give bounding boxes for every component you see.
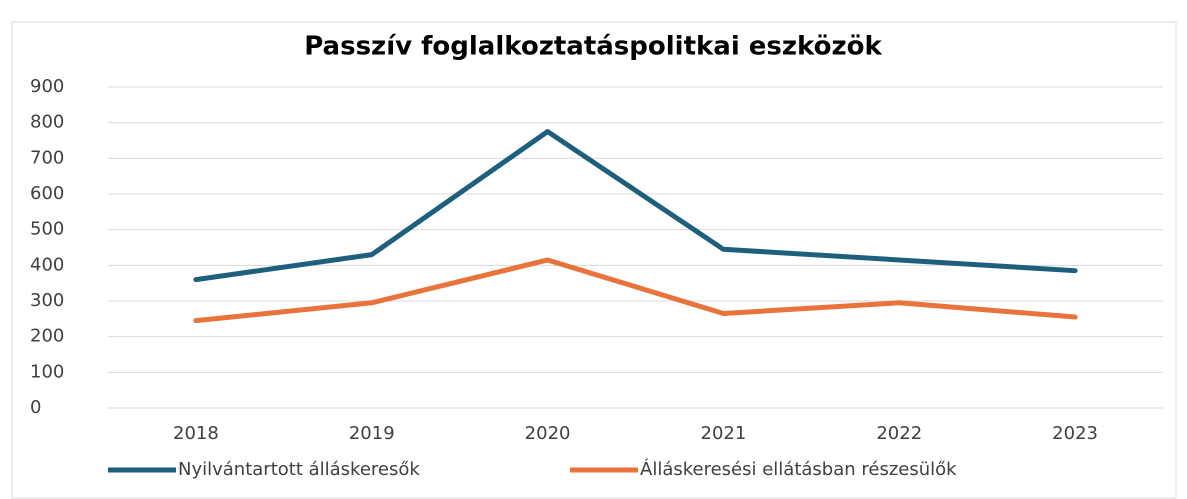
x-tick-label: 2019: [349, 423, 395, 444]
chart-title: Passzív foglalkoztatáspolitkai eszközök: [304, 32, 882, 62]
x-tick-label: 2023: [1052, 423, 1098, 444]
y-tick-label: 900: [30, 76, 64, 97]
line-series: [193, 129, 1078, 283]
legend-label: Álláskeresési ellátásban részesülők: [640, 458, 957, 480]
x-tick-label: 2020: [525, 423, 571, 444]
y-tick-label: 800: [30, 112, 64, 133]
y-tick-label: 0: [30, 397, 41, 418]
x-tick-label: 2021: [701, 423, 747, 444]
y-tick-label: 500: [30, 219, 64, 240]
legend-label: Nyilvántartott álláskeresők: [178, 459, 420, 480]
chart-border: [11, 21, 1177, 499]
y-tick-label: 100: [30, 361, 64, 382]
y-tick-label: 700: [30, 147, 64, 168]
y-tick-label: 300: [30, 290, 64, 311]
x-tick-label: 2022: [876, 423, 922, 444]
line-series: [193, 257, 1078, 324]
y-tick-label: 200: [30, 326, 64, 347]
y-tick-label: 400: [30, 254, 64, 275]
x-tick-label: 2018: [173, 423, 219, 444]
y-tick-label: 600: [30, 183, 64, 204]
